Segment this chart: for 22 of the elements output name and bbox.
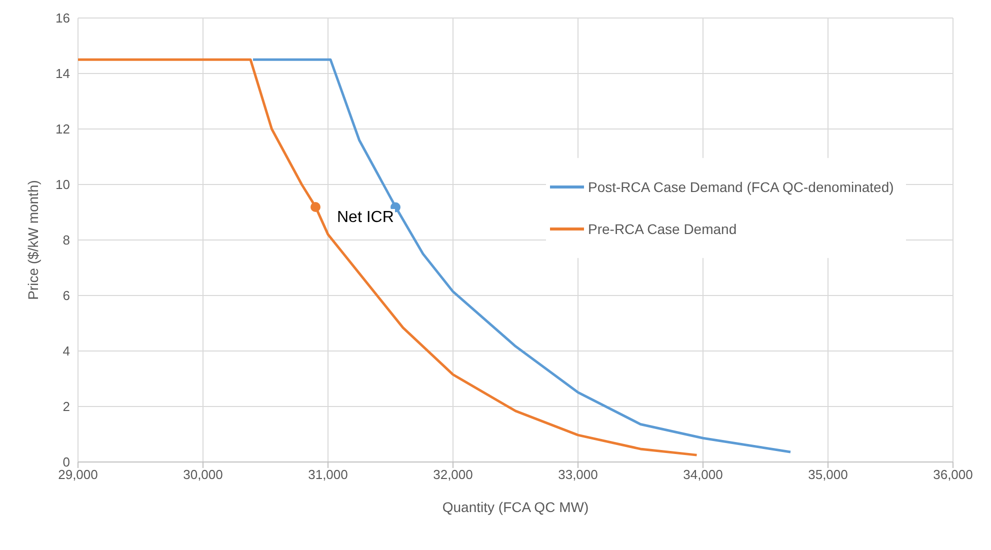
x-tick-label: 33,000 — [558, 467, 598, 482]
y-tick-label: 0 — [62, 454, 70, 470]
y-tick-label: 14 — [56, 66, 70, 82]
y-tick-label: 12 — [56, 122, 70, 137]
x-tick-label: 36,000 — [933, 467, 973, 482]
x-tick-label: 34,000 — [683, 467, 723, 482]
y-axis-title: Price ($/kW month) — [24, 180, 41, 300]
legend-label: Pre-RCA Case Demand — [588, 221, 737, 237]
x-tick-label: 32,000 — [433, 467, 473, 482]
y-tick-label: 6 — [62, 288, 70, 304]
y-tick-label: 10 — [56, 177, 70, 192]
y-tick-label: 2 — [62, 399, 70, 414]
x-tick-label: 29,000 — [58, 467, 98, 482]
legend-label: Post-RCA Case Demand (FCA QC-denominated) — [588, 179, 894, 195]
y-tick-label: 16 — [56, 10, 70, 26]
y-tick-label: 8 — [62, 232, 70, 248]
x-tick-label: 30,000 — [183, 467, 223, 482]
y-tick-label: 4 — [62, 344, 70, 359]
x-tick-label: 31,000 — [308, 467, 348, 482]
annotation: Net ICR — [336, 209, 395, 227]
x-axis-title: Quantity (FCA QC MW) — [442, 499, 589, 515]
x-tick-label: 35,000 — [808, 467, 848, 482]
